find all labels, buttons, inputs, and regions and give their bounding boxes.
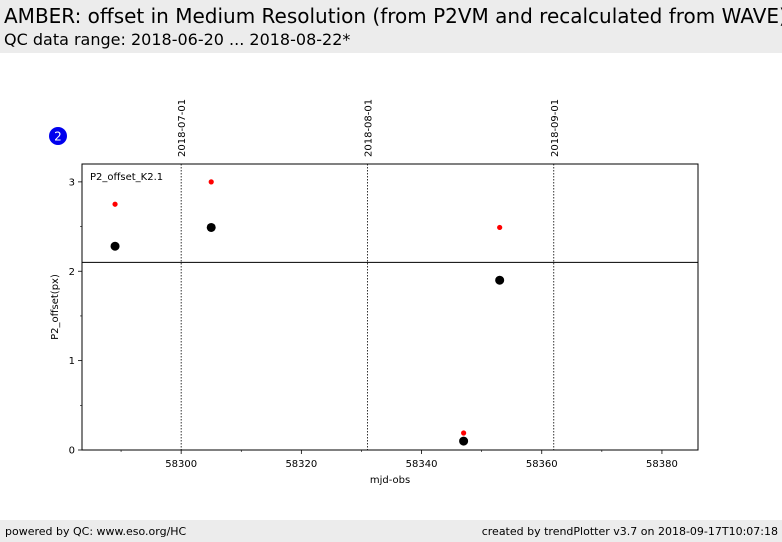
- data-point-red: [208, 179, 214, 185]
- data-point-black: [459, 436, 469, 446]
- data-point-black: [495, 275, 505, 285]
- y-tick-label: 1: [69, 356, 75, 367]
- x-tick-label: 58380: [646, 459, 678, 470]
- plot-frame: [81, 163, 699, 451]
- y-tick-label: 0: [69, 446, 75, 457]
- footer-credit[interactable]: powered by QC: www.eso.org/HC: [5, 525, 187, 538]
- data-point-red: [461, 430, 467, 436]
- x-axis-label: mjd-obs: [370, 475, 410, 486]
- data-point-red: [112, 201, 118, 207]
- date-marker-label: 2018-09-01: [550, 99, 561, 157]
- x-tick-label: 58300: [165, 459, 197, 470]
- x-tick-label: 58320: [285, 459, 317, 470]
- date-marker-label: 2018-08-01: [363, 99, 374, 157]
- panel-label: P2_offset_K2.1: [90, 172, 163, 183]
- x-tick-label: 58340: [406, 459, 438, 470]
- page-title: AMBER: offset in Medium Resolution (from…: [4, 4, 782, 28]
- footer-timestamp: created by trendPlotter v3.7 on 2018-09-…: [481, 525, 778, 538]
- data-point-black: [206, 222, 216, 232]
- data-point-red: [497, 224, 503, 231]
- x-tick-label: 58360: [526, 459, 558, 470]
- y-axis-label: P2_offset(px): [50, 274, 61, 340]
- y-tick-label: 2: [69, 267, 75, 278]
- panel-number-badge: [49, 127, 67, 145]
- date-marker-label: 2018-07-01: [177, 99, 188, 157]
- data-point-black: [110, 241, 120, 251]
- page-subtitle: QC data range: 2018-06-20 ... 2018-08-22…: [4, 30, 351, 49]
- header-bar: AMBER: offset in Medium Resolution (from…: [0, 0, 782, 53]
- y-tick-label: 3: [69, 177, 75, 188]
- panel-number-label: 2: [54, 130, 62, 144]
- footer-bar: powered by QC: www.eso.org/HC created by…: [0, 520, 782, 542]
